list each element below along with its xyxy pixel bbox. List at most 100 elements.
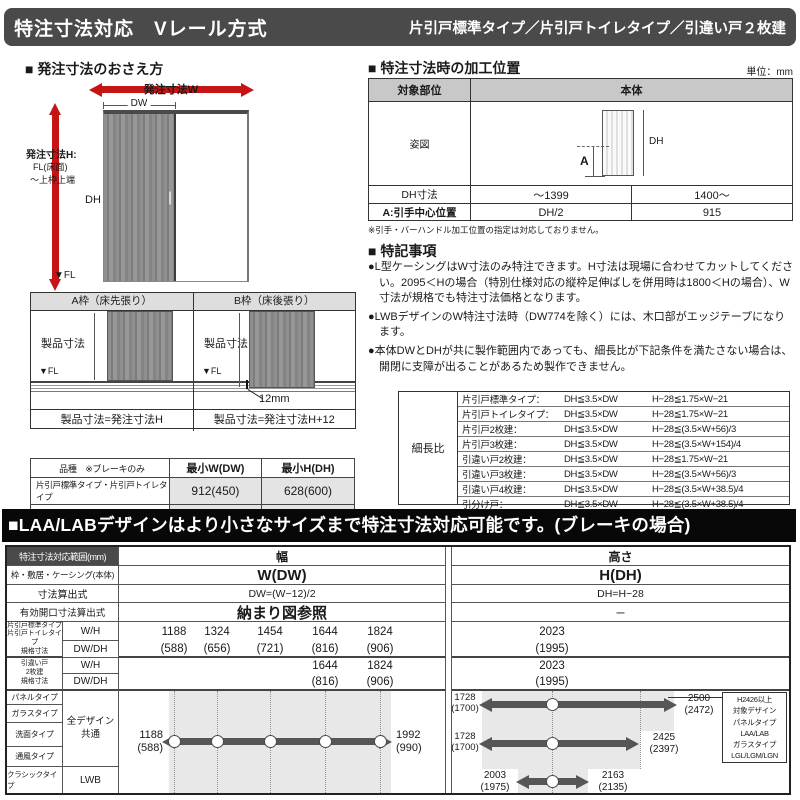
dh-size-label: DH寸法 [369, 186, 471, 203]
height2-max-label: 2425 (2397) [649, 732, 679, 755]
g1-w-values: 1188 1324 1454 1644 1824 [119, 622, 446, 641]
frame-row-label: 枠・敷居・ケーシング(本体) [7, 566, 119, 585]
dw-value: (906) [366, 642, 394, 655]
slenderness-table: 細長比 片引戸標準タイプ： DH≦3.5×DW H−28≦1.75×W−21 片引戸… [398, 391, 790, 511]
frame-captions: 製品寸法=発注寸法H 製品寸法=発注寸法H+12 [31, 409, 355, 431]
handle-position-v1: DH/2 [471, 204, 632, 221]
h-opening-cell: ー [452, 603, 789, 622]
min-h-header: 最小H(DH) [260, 458, 356, 478]
table-row: 片引戸2枚建： DH≦3.5×DW H−28≦(3.5×W+56)/3 [458, 422, 789, 437]
figure-label: 姿図 [369, 102, 471, 185]
lwb-cell: LWB [63, 767, 119, 793]
table-row: 引分け戸： DH≦3.5×DW H−28≦(3.5×W+38.5)/4 [458, 497, 789, 512]
formula-h: H−28≦(3.5×W+56)/3 [652, 423, 736, 435]
machining-position-table: 対象部位 本体 姿図 DH A DH寸法 ～1399 1400～ A:引手中心位… [368, 78, 793, 221]
width-range-chart: 1188 (588) 1992 (990) [119, 691, 446, 793]
formula-h: H−28≦(3.5×W+154)/4 [652, 438, 741, 450]
range-title-cell: 特注寸法対応範囲(mm) [7, 547, 119, 566]
w-formula-cell: DW=(W−12)/2 [119, 585, 446, 603]
table-row: 片引戸トイレタイプ： DH≦3.5×DW H−28≦1.75×W−21 [458, 407, 789, 422]
dw-value: (588) [160, 642, 188, 655]
h-dh-cell: H(DH) [452, 566, 789, 585]
height1-min-label: 1728 (1700) [451, 692, 479, 714]
dh-range-1: ～1399 [471, 186, 632, 203]
wh-label: W/H [63, 622, 119, 641]
width-min-label: 1188 (588) [137, 729, 163, 754]
section-divider [446, 547, 452, 793]
formula-h: H−28≦1.75×W−21 [652, 453, 728, 465]
formula-dw: DH≦3.5×DW [564, 393, 618, 405]
half-divider [193, 311, 194, 409]
w-value: 1644 [312, 660, 338, 672]
body-header: 本体 [620, 85, 643, 97]
figure-a-label: A [580, 154, 589, 168]
door-type: 片引戸2枚建： [462, 425, 523, 436]
12mm-gap-arrow [246, 380, 248, 389]
machining-heading: ■ 特注寸法時の加工位置 [368, 60, 521, 76]
g1-dh-value: (1995) [452, 641, 789, 658]
width-range-arrow [175, 738, 379, 745]
kind-header: 品種 ※ブレーキのみ [30, 458, 170, 478]
b-fl-marker: ▼FL [202, 366, 222, 376]
arrow-up-head [49, 103, 61, 115]
size-marker [319, 735, 332, 748]
laa-lab-banner: ■LAA/LABデザインはより小さなサイズまで特注寸法対応可能です。(ブレーキの… [2, 509, 796, 542]
page-subtitle: 片引戸標準タイプ／片引戸トイレタイプ／引違い戸２枚建 [409, 20, 786, 37]
min-h-cell: 628(600) [260, 477, 356, 505]
order-dim-heading: ■ 発注寸法のおさえ方 [25, 61, 164, 77]
arrow-left-head [89, 82, 102, 97]
handle-position-v2: 915 [702, 206, 722, 219]
group2-label: 引違い戸 2枚建 規格寸法 [7, 658, 63, 691]
g2-dh-value: (1995) [452, 674, 789, 691]
arrow-down-head [49, 279, 61, 291]
dw-value: (656) [203, 642, 231, 655]
header-bar: 特注寸法対応 Vレール方式 片引戸標準タイプ／片引戸トイレタイプ／引違い戸２枚建 [4, 8, 796, 46]
fl-marker: ▼FL [54, 270, 76, 281]
height-range-arrow-1 [492, 701, 664, 708]
design-row-classic: クラシックタイプ [7, 767, 63, 793]
formula-dw: DH≦3.5×DW [564, 438, 618, 450]
g2-dw-values: (816) (906) [119, 674, 446, 691]
dh-value: (1995) [535, 642, 569, 655]
dw-tick-right [175, 102, 176, 109]
design-row-glass: ガラスタイプ [7, 705, 63, 723]
h2426-note-box: H2426以上 対象デザイン パネルタイプ LAA/LAB ガラスタイプ LGL… [722, 692, 787, 763]
fl-floor-label: FL(床面) [33, 162, 68, 172]
a-frame-caption: 製品寸法=発注寸法H [31, 410, 194, 431]
formula-h: H−28≦1.75×W−21 [652, 408, 728, 420]
dwdh-label: DW/DH [63, 674, 119, 691]
w-value: 1644 [312, 625, 338, 638]
b-product-dim-label: 製品寸法 [204, 338, 248, 350]
slenderness-label: 細長比 [399, 392, 458, 504]
note-bullet: ●L型ケーシングはW寸法のみ特注できます。H寸法は現場に合わせてカットしてくださ… [368, 261, 794, 305]
size-marker [168, 735, 181, 748]
w-opening-cell: 納まり図参照 [119, 603, 446, 622]
b-dim-line [239, 313, 240, 387]
figure-a-dim-line [593, 147, 594, 177]
table-row: 引違い戸2枚建： DH≦3.5×DW H−28≦1.75×W−21 [458, 452, 789, 467]
design-row-washroom: 洗面タイプ [7, 723, 63, 747]
h-value: 2023 [539, 660, 565, 672]
design-row-ventilation: 通風タイプ [7, 747, 63, 767]
notes-list: ●L型ケーシングはW寸法のみ特注できます。H寸法は現場に合わせてカットしてくださ… [368, 260, 795, 375]
dw-value: (816) [311, 675, 339, 688]
b-frame-caption: 製品寸法=発注寸法H+12 [213, 414, 335, 426]
unit-label: 単位：mm [746, 67, 793, 78]
order-width-arrow [101, 86, 241, 93]
dh-label: DH [85, 194, 101, 206]
table-row: 片引戸3枚建： DH≦3.5×DW H−28≦(3.5×W+154)/4 [458, 437, 789, 452]
w-value: 1454 [257, 625, 283, 638]
figure-door-panel [602, 110, 634, 176]
note-leader-line [668, 697, 722, 698]
table-row: 引違い戸3枚建： DH≦3.5×DW H−28≦(3.5×W+56)/3 [458, 467, 789, 482]
handle-position-row: A:引手中心位置 DH/2 915 [369, 203, 792, 221]
arrow-right-head [241, 82, 254, 97]
door-type: 引違い戸2枚建： [462, 455, 532, 466]
arrow-right-head [576, 774, 589, 789]
opening-row-label: 有効開口寸法算出式 [7, 603, 119, 622]
formula-dw: DH≦3.5×DW [564, 483, 618, 495]
door-type: 引違い戸3枚建： [462, 470, 532, 481]
formula-h: H−28≦(3.5×W+38.5)/4 [652, 483, 744, 495]
gridline [640, 691, 641, 769]
height-range-chart: 1728 (1700) 2500 (2472) 1728 (1700) 2425… [451, 691, 789, 793]
